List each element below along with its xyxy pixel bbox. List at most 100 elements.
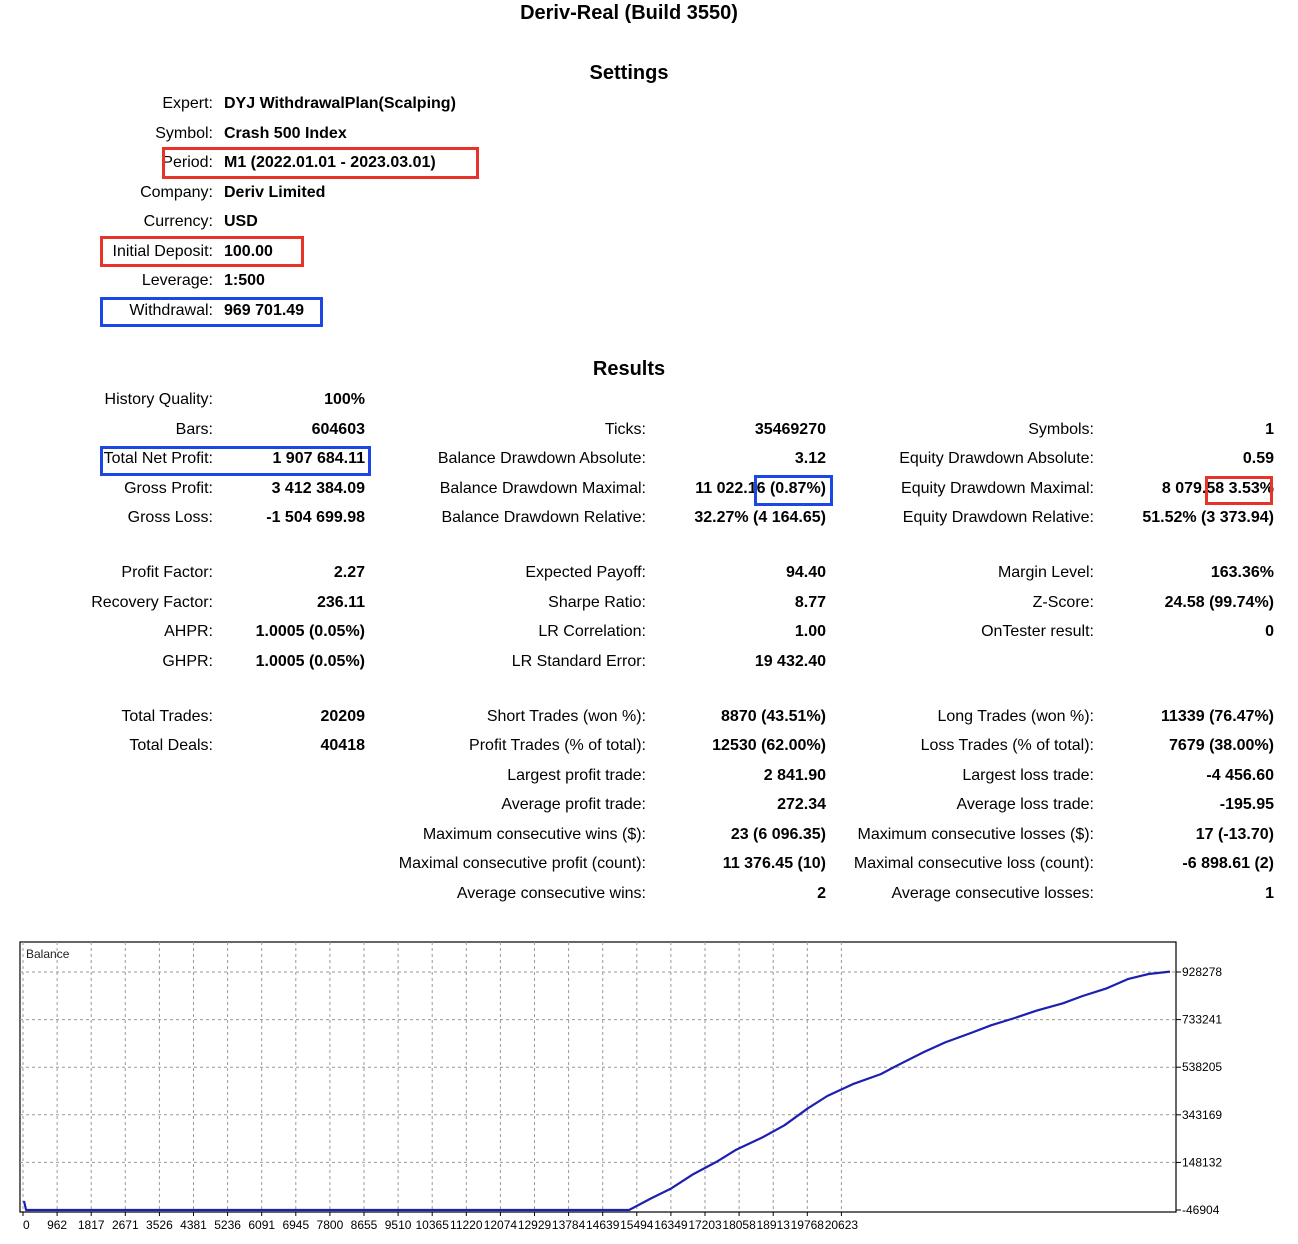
equity-drawdown-pct-highlight [1205, 476, 1273, 505]
setting-label: Expert: [162, 95, 213, 112]
initial-deposit-highlight [100, 236, 304, 267]
result-label: Profit Trades (% of total): [469, 737, 646, 754]
report-title: Deriv-Real (Build 3550) [520, 2, 738, 24]
x-tick-label: 12929 [518, 1218, 552, 1232]
result-value: 1 [1265, 421, 1274, 438]
result-value: 12530 (62.00%) [712, 737, 826, 754]
x-tick-label: 7800 [317, 1218, 344, 1232]
setting-value: 969 701.49 [224, 302, 305, 319]
x-tick-label: 4381 [180, 1218, 207, 1232]
result-label: Balance Drawdown Maximal: [439, 480, 646, 497]
x-tick-label: 3526 [146, 1218, 173, 1232]
result-value: 11 376.45 (10) [722, 855, 826, 872]
setting-label: Initial Deposit: [112, 243, 214, 260]
result-label: GHPR: [162, 653, 213, 670]
setting-label: Withdrawal: [129, 302, 213, 319]
x-tick-label: 15494 [620, 1218, 654, 1232]
result-label: Sharpe Ratio: [548, 594, 646, 611]
y-tick-label: 538205 [1182, 1060, 1222, 1074]
result-value: 8 079.58 3.53% [1161, 480, 1274, 497]
x-tick-label: 11220 [450, 1218, 483, 1232]
result-label: Maximal consecutive profit (count): [398, 855, 646, 872]
balance-drawdown-pct-highlight [754, 475, 833, 506]
result-value: 8870 (43.51%) [721, 708, 826, 725]
setting-value: Deriv Limited [224, 184, 326, 201]
chart-plot-area [19, 941, 1177, 1213]
result-value: 272.34 [777, 796, 826, 813]
x-tick-label: 18913 [757, 1218, 791, 1232]
x-tick-label: 0 [23, 1218, 30, 1232]
result-label: Equity Drawdown Relative: [902, 509, 1094, 526]
result-label: Total Trades: [121, 708, 213, 725]
result-label: Loss Trades (% of total): [920, 737, 1094, 754]
result-label: Balance Drawdown Absolute: [437, 450, 646, 467]
setting-value: Crash 500 Index [224, 125, 347, 142]
result-label: Recovery Factor: [91, 594, 213, 611]
setting-value: 100.00 [224, 243, 273, 260]
x-tick-label: 10365 [416, 1218, 450, 1232]
result-label: Ticks: [604, 421, 646, 438]
x-tick-label: 6945 [282, 1218, 309, 1232]
x-tick-label: 12074 [484, 1218, 518, 1232]
result-value: 1.0005 (0.05%) [255, 623, 365, 640]
result-label: LR Correlation: [538, 623, 646, 640]
x-tick-label: 20623 [825, 1218, 859, 1232]
balance-chart: 0 962 1817 2671 3526 4381 5236 6091 6945 7800 8655… [19, 941, 1222, 1232]
result-value: 2 841.90 [763, 767, 826, 784]
result-value: 0.59 [1242, 450, 1274, 467]
setting-value: 1:500 [224, 272, 265, 289]
setting-label: Period: [162, 154, 213, 171]
result-value: -4 456.60 [1206, 767, 1274, 784]
result-value: 1 [1265, 885, 1274, 902]
setting-label: Symbol: [155, 125, 213, 142]
x-tick-label: 19768 [791, 1218, 825, 1232]
setting-value: USD [224, 213, 258, 230]
result-label: Average loss trade: [956, 796, 1094, 813]
x-tick-label: 9510 [385, 1218, 412, 1232]
result-label: Gross Loss: [127, 509, 213, 526]
result-value: -195.95 [1219, 796, 1274, 813]
y-tick-label: 733241 [1182, 1013, 1222, 1027]
result-value: 8.77 [794, 594, 826, 611]
balance-line [22, 970, 1171, 1212]
settings-heading: Settings [589, 62, 669, 84]
result-label: Expected Payoff: [525, 564, 646, 581]
setting-label: Company: [140, 184, 213, 201]
result-value: 1.00 [794, 623, 826, 640]
result-value: -1 504 699.98 [266, 509, 365, 526]
result-label: AHPR: [164, 623, 213, 640]
result-label: Largest profit trade: [507, 767, 646, 784]
x-tick-label: 5236 [214, 1218, 241, 1232]
result-label: Maximal consecutive loss (count): [853, 855, 1094, 872]
period-highlight [162, 147, 479, 179]
result-value: 94.40 [785, 564, 826, 581]
total-net-profit-highlight [100, 446, 371, 476]
result-value: 0 [1265, 623, 1274, 640]
y-tick-label: 343169 [1182, 1108, 1222, 1122]
result-label: Margin Level: [997, 564, 1094, 581]
result-label: Maximum consecutive wins ($): [422, 826, 646, 843]
result-value: 23 (6 096.35) [730, 826, 826, 843]
results-heading: Results [592, 358, 666, 380]
x-tick-label: 14639 [586, 1218, 620, 1232]
setting-value: DYJ WithdrawalPlan(Scalping) [224, 95, 456, 112]
x-tick-label: 17203 [688, 1218, 722, 1232]
setting-label: Leverage: [141, 272, 213, 289]
result-value: 40418 [320, 737, 366, 754]
result-label: Profit Factor: [121, 564, 213, 581]
result-label: History Quality: [104, 391, 213, 408]
x-tick-label: 1817 [78, 1218, 105, 1232]
result-label: Average consecutive losses: [891, 885, 1094, 902]
result-label: OnTester result: [981, 623, 1094, 640]
result-value: 20209 [320, 708, 366, 725]
result-value: 32.27% (4 164.65) [694, 509, 826, 526]
result-value: 1 907 684.11 [272, 450, 365, 467]
result-value: 1.0005 (0.05%) [255, 653, 365, 670]
result-value: 163.36% [1210, 564, 1274, 581]
result-label: Bars: [175, 421, 213, 438]
result-label: Equity Drawdown Absolute: [899, 450, 1094, 467]
result-label: Largest loss trade: [962, 767, 1094, 784]
result-value: 19 432.40 [754, 653, 826, 670]
result-value: 51.52% (3 373.94) [1142, 509, 1274, 526]
result-value: 236.11 [316, 594, 365, 611]
